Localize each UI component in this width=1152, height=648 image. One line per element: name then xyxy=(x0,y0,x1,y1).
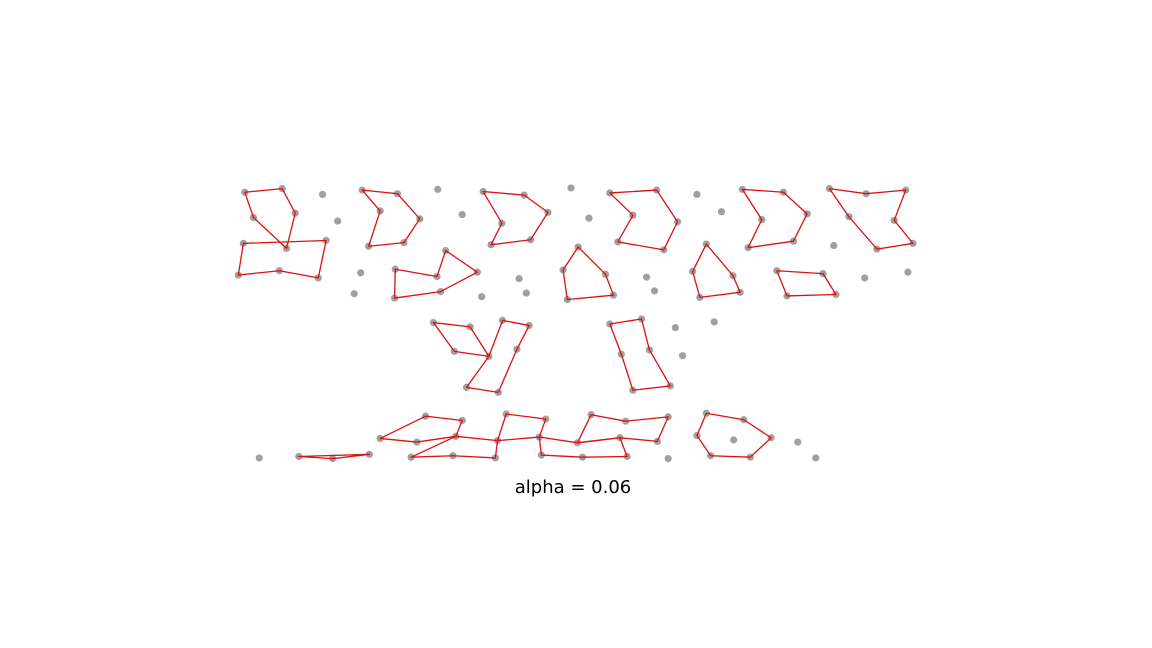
point xyxy=(642,273,651,281)
edge-polygon xyxy=(741,188,808,249)
point xyxy=(664,455,672,463)
point xyxy=(830,241,838,250)
point xyxy=(350,290,358,298)
edge-polygon xyxy=(244,187,296,250)
edge-polygon xyxy=(465,319,530,394)
edge-polygon xyxy=(298,453,371,460)
points xyxy=(234,184,917,463)
point xyxy=(904,268,912,276)
point xyxy=(794,438,802,446)
edge-polygon xyxy=(379,415,463,443)
edge-polygon xyxy=(410,435,499,459)
point xyxy=(458,210,466,219)
point xyxy=(318,190,327,198)
point xyxy=(861,274,869,282)
edge-polygon xyxy=(237,239,327,279)
point xyxy=(585,214,593,222)
point xyxy=(730,436,738,444)
point xyxy=(710,318,718,326)
edge-polygon xyxy=(496,413,547,442)
point xyxy=(650,287,659,295)
point xyxy=(357,269,365,277)
point xyxy=(434,185,442,193)
point xyxy=(567,184,575,192)
edge-polygon xyxy=(696,412,772,458)
edge-polygon xyxy=(609,189,679,251)
edge-polygon xyxy=(432,321,490,358)
point xyxy=(478,293,486,301)
edge-polygon xyxy=(609,318,671,391)
point xyxy=(515,275,523,283)
point xyxy=(671,324,679,332)
edge-polygon xyxy=(576,414,669,444)
point xyxy=(678,352,687,360)
point xyxy=(334,217,342,225)
point xyxy=(522,289,530,297)
chart-title: alpha = 0.06 xyxy=(515,477,632,498)
edge-polygon xyxy=(776,270,837,297)
point xyxy=(255,454,263,462)
edge-polygon xyxy=(538,436,628,458)
edge-polygon xyxy=(393,249,479,299)
edge-polygon xyxy=(828,187,914,250)
point xyxy=(717,208,726,216)
point xyxy=(812,454,820,462)
edge-polygon xyxy=(361,189,421,247)
point xyxy=(693,190,701,198)
edge-polygon xyxy=(691,243,741,299)
alpha-shape xyxy=(237,187,914,460)
edge-polygon xyxy=(562,246,615,301)
edge-polygon xyxy=(482,190,549,246)
